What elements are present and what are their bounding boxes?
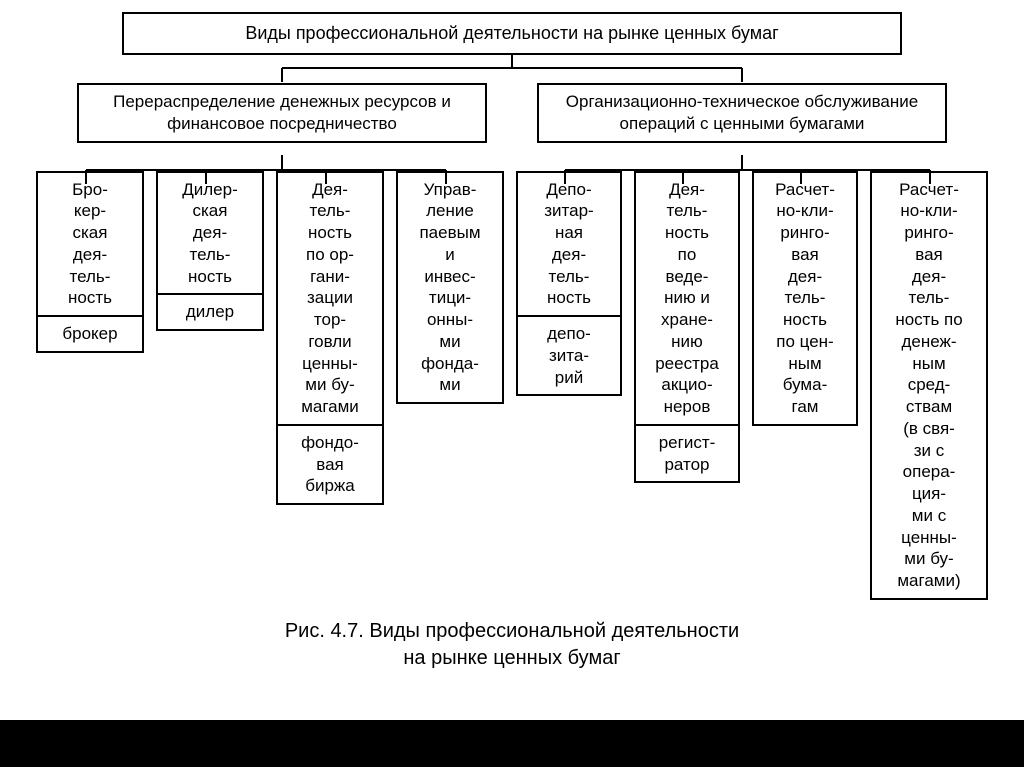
col-exchange: Дея-тель-ностьпо ор-гани-зациитор-говлиц… — [276, 171, 384, 506]
node-clearing-securities: Расчет-но-кли-ринго-ваядея-тель-ностьпо … — [752, 171, 858, 426]
col-fund-mgmt: Управ-лениепаевымиинвес-тици-онны-мифонд… — [396, 171, 504, 405]
page: Виды профессиональной деятельности на ры… — [0, 0, 1024, 720]
node-redistribution: Перераспределение денежных ресурсов и фи… — [77, 83, 487, 143]
col-dealer: Дилер-скаядея-тель-ность дилер — [156, 171, 264, 332]
col-registrar: Дея-тель-ностьповеде-нию ихране-ниюреест… — [634, 171, 740, 484]
node-dealer-activity: Дилер-скаядея-тель-ность — [156, 171, 264, 296]
col-clearing-securities: Расчет-но-кли-ринго-ваядея-тель-ностьпо … — [752, 171, 858, 426]
node-org-tech: Организационно-техническое обслуживание … — [537, 83, 947, 143]
figure-caption: Рис. 4.7. Виды профессиональной деятельн… — [22, 618, 1002, 672]
col-broker: Бро-кер-скаядея-тель-ность брокер — [36, 171, 144, 353]
node-fund-mgmt: Управ-лениепаевымиинвес-тици-онны-мифонд… — [396, 171, 504, 405]
root-node: Виды профессиональной деятельности на ры… — [122, 12, 902, 55]
col-clearing-cash: Расчет-но-кли-ринго-ваядея-тель-ность по… — [870, 171, 988, 600]
col-depositary: Депо-зитар-наядея-тель-ность депо-зита-р… — [516, 171, 622, 397]
node-depositary: депо-зита-рий — [516, 317, 622, 396]
level3-row: Бро-кер-скаядея-тель-ность брокер Дилер-… — [22, 171, 1002, 600]
node-dealer: дилер — [156, 295, 264, 331]
node-broker: брокер — [36, 317, 144, 353]
node-depositary-activity: Депо-зитар-наядея-тель-ность — [516, 171, 622, 318]
node-registry-activity: Дея-тель-ностьповеде-нию ихране-ниюреест… — [634, 171, 740, 426]
node-broker-activity: Бро-кер-скаядея-тель-ность — [36, 171, 144, 318]
node-clearing-cash: Расчет-но-кли-ринго-ваядея-тель-ность по… — [870, 171, 988, 600]
node-trade-org-activity: Дея-тель-ностьпо ор-гани-зациитор-говлиц… — [276, 171, 384, 426]
node-registrar: регист-ратор — [634, 426, 740, 484]
node-stock-exchange: фондо-ваябиржа — [276, 426, 384, 505]
level2-row: Перераспределение денежных ресурсов и фи… — [22, 83, 1002, 143]
